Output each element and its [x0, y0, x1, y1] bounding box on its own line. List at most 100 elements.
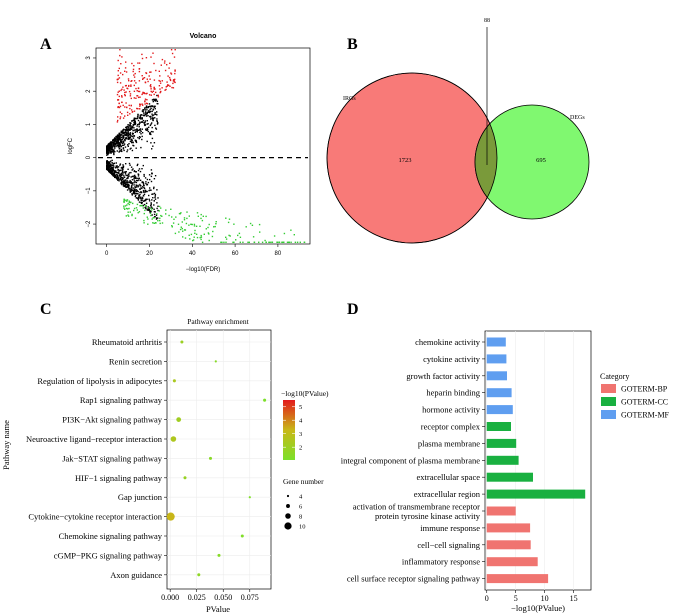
volcano-point: [149, 211, 151, 214]
volcano-point: [148, 94, 151, 96]
volcano-point: [273, 235, 276, 237]
volcano-point: [144, 206, 146, 209]
panel-label-d: D: [347, 301, 359, 318]
volcano-point: [138, 177, 140, 180]
volcano-point: [138, 62, 141, 64]
volcano-point: [116, 141, 118, 144]
volcano-point: [107, 163, 109, 166]
volcano-point: [119, 170, 121, 172]
volcano-point: [166, 85, 168, 87]
volcano-point: [127, 137, 130, 139]
volcano-point: [142, 186, 144, 188]
volcano-point: [127, 144, 129, 146]
volcano-point: [121, 166, 123, 168]
volcano-point: [112, 164, 115, 166]
volcano-point: [107, 148, 110, 150]
volcano-point: [120, 183, 123, 185]
volcano-point: [124, 70, 126, 72]
volcano-point: [114, 138, 116, 140]
volcano-point: [205, 228, 207, 230]
volcano-point: [125, 84, 127, 87]
volcano-point: [269, 241, 271, 243]
volcano-point: [150, 203, 152, 205]
volcano-point: [141, 118, 143, 120]
volcano-point: [137, 179, 139, 182]
volcano-point: [149, 210, 151, 212]
volcano-point: [188, 215, 190, 217]
pathway-points: [166, 340, 267, 577]
volcano-point: [151, 148, 153, 150]
volcano-point: [137, 90, 140, 93]
volcano-point: [120, 63, 122, 65]
volcano-point: [130, 201, 132, 203]
volcano-point: [193, 225, 196, 227]
volcano-point: [123, 200, 125, 202]
volcano-point: [127, 145, 129, 147]
volcano-point: [146, 178, 149, 181]
volcano-point: [118, 148, 120, 150]
volcano-point: [178, 212, 181, 215]
volcano-point: [152, 131, 154, 133]
volcano-point: [137, 175, 140, 177]
volcano-point: [125, 91, 127, 93]
volcano-point: [148, 111, 150, 113]
volcano-point: [119, 175, 122, 178]
volcano-point: [109, 144, 111, 146]
volcano-point: [148, 75, 150, 77]
volcano-point: [150, 56, 152, 58]
volcano-point: [174, 78, 176, 81]
volcano-point: [139, 197, 141, 199]
go-x-tick-label: 0: [485, 594, 489, 603]
go-bar: [486, 371, 507, 381]
volcano-point: [141, 128, 143, 130]
volcano-point: [164, 89, 166, 91]
volcano-point: [151, 207, 154, 209]
volcano-point: [169, 78, 171, 81]
volcano-point: [118, 142, 120, 144]
pathway-point: [170, 436, 177, 442]
volcano-point: [119, 54, 121, 57]
volcano-point: [107, 161, 109, 163]
volcano-point: [112, 168, 114, 170]
volcano-point: [118, 143, 120, 145]
volcano-point: [109, 170, 112, 172]
volcano-point: [201, 219, 204, 222]
volcano-point: [125, 132, 127, 134]
volcano-point: [200, 234, 202, 237]
volcano-point: [108, 162, 110, 165]
volcano-point: [124, 146, 127, 148]
volcano-point: [110, 145, 113, 148]
volcano-point: [143, 186, 145, 189]
volcano-point: [112, 145, 114, 147]
volcano-point: [128, 207, 130, 210]
volcano-point: [168, 214, 170, 217]
venn-set-name-degs: DEGs: [570, 115, 585, 121]
volcano-point: [145, 190, 148, 193]
volcano-point: [137, 198, 139, 200]
volcano-point: [128, 188, 130, 190]
volcano-point: [139, 129, 141, 131]
volcano-point: [124, 184, 126, 186]
volcano-point: [107, 168, 109, 171]
volcano-point: [131, 213, 133, 216]
volcano-point: [122, 172, 124, 174]
volcano-point: [151, 173, 153, 175]
volcano-point: [145, 128, 147, 130]
volcano-point: [299, 241, 301, 243]
volcano-point: [135, 176, 137, 178]
volcano-point: [107, 145, 109, 147]
volcano-point: [113, 141, 115, 143]
volcano-point: [143, 212, 145, 215]
volcano-point: [125, 174, 127, 177]
volcano-point: [116, 167, 119, 169]
volcano-point: [118, 139, 120, 141]
volcano-point: [137, 62, 139, 64]
volcano-point: [174, 81, 176, 84]
volcano-point: [148, 126, 150, 128]
volcano-point: [151, 218, 153, 220]
volcano-point: [172, 222, 175, 224]
volcano-point: [121, 179, 123, 181]
volcano-point: [110, 160, 112, 162]
volcano-point: [155, 214, 158, 216]
volcano-point: [139, 193, 141, 196]
